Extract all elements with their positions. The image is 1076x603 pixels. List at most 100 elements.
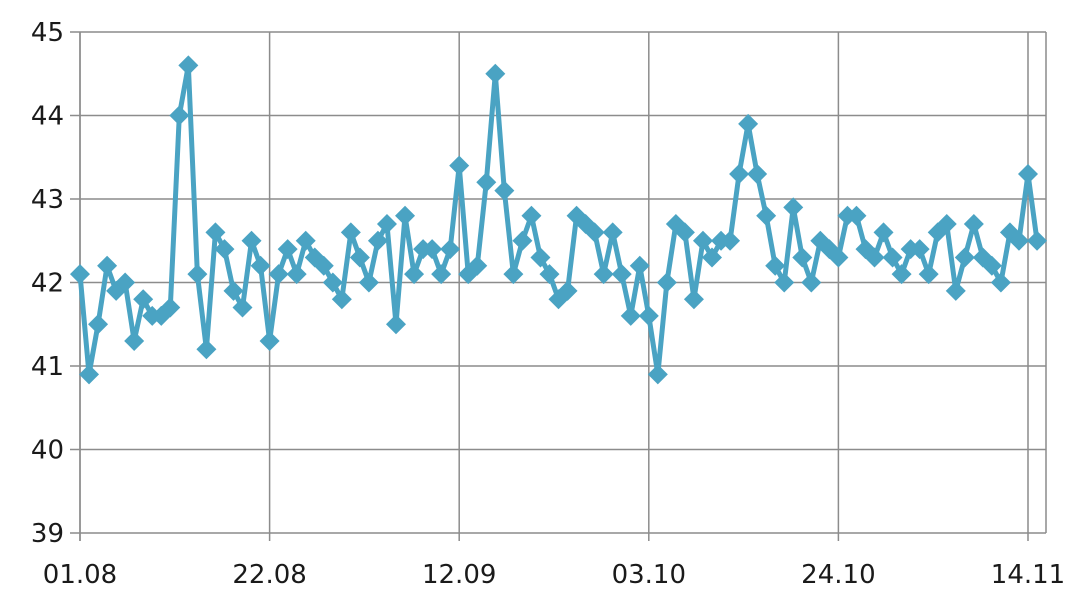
data-point-marker bbox=[611, 264, 632, 285]
data-point-marker bbox=[187, 264, 208, 285]
data-point-marker bbox=[720, 230, 741, 251]
data-point-marker bbox=[891, 264, 912, 285]
data-point-marker bbox=[440, 239, 461, 260]
data-point-marker bbox=[467, 255, 488, 276]
data-point-marker bbox=[512, 230, 533, 251]
data-point-marker bbox=[331, 289, 352, 310]
data-point-marker bbox=[214, 239, 235, 260]
data-point-marker bbox=[557, 280, 578, 301]
data-point-marker bbox=[196, 339, 217, 360]
data-point-marker bbox=[169, 105, 190, 126]
data-point-marker bbox=[503, 264, 524, 285]
data-point-marker bbox=[629, 255, 650, 276]
data-point-marker bbox=[404, 264, 425, 285]
data-point-marker bbox=[990, 272, 1011, 293]
x-tick-label: 24.10 bbox=[801, 560, 875, 590]
data-point-marker bbox=[846, 205, 867, 226]
data-point-marker bbox=[647, 364, 668, 385]
data-point-marker bbox=[1008, 230, 1029, 251]
data-point-marker bbox=[945, 280, 966, 301]
data-point-marker bbox=[322, 272, 343, 293]
series-group bbox=[70, 55, 1048, 385]
data-point-marker bbox=[431, 264, 452, 285]
data-point-marker bbox=[738, 113, 759, 134]
y-tick-label: 43 bbox=[31, 185, 64, 215]
data-point-marker bbox=[918, 264, 939, 285]
x-gridlines bbox=[79, 32, 1047, 541]
data-point-marker bbox=[367, 230, 388, 251]
data-point-marker bbox=[88, 314, 109, 335]
data-point-marker bbox=[683, 289, 704, 310]
data-point-marker bbox=[656, 272, 677, 293]
data-point-marker bbox=[295, 230, 316, 251]
data-point-marker bbox=[485, 63, 506, 84]
data-point-marker bbox=[223, 280, 244, 301]
data-point-marker bbox=[97, 255, 118, 276]
y-tick-label: 39 bbox=[31, 519, 64, 549]
data-point-marker bbox=[864, 247, 885, 268]
data-point-marker bbox=[521, 205, 542, 226]
x-tick-label: 14.11 bbox=[991, 560, 1065, 590]
data-point-marker bbox=[539, 264, 560, 285]
data-point-marker bbox=[286, 264, 307, 285]
data-point-marker bbox=[783, 197, 804, 218]
data-point-marker bbox=[340, 222, 361, 243]
data-point-marker bbox=[241, 230, 262, 251]
data-point-marker bbox=[674, 222, 695, 243]
data-point-marker bbox=[747, 163, 768, 184]
y-axis-tick-labels: 39 40 41 42 43 44 45 bbox=[31, 18, 64, 549]
data-point-marker bbox=[954, 247, 975, 268]
data-point-marker bbox=[729, 163, 750, 184]
data-point-marker bbox=[133, 289, 154, 310]
data-point-marker bbox=[395, 205, 416, 226]
data-point-marker bbox=[602, 222, 623, 243]
data-point-marker bbox=[160, 297, 181, 318]
data-point-marker bbox=[1027, 230, 1048, 251]
x-tick-label: 03.10 bbox=[612, 560, 686, 590]
data-point-marker bbox=[178, 55, 199, 76]
data-point-marker bbox=[313, 255, 334, 276]
data-point-marker bbox=[422, 239, 443, 260]
data-point-marker bbox=[376, 214, 397, 235]
x-tick-label: 12.09 bbox=[422, 560, 496, 590]
data-point-marker bbox=[449, 155, 470, 176]
data-point-marker bbox=[232, 297, 253, 318]
y-gridlines bbox=[70, 31, 1046, 534]
data-point-marker bbox=[828, 247, 849, 268]
data-point-marker bbox=[1018, 163, 1038, 184]
y-tick-label: 40 bbox=[31, 436, 64, 466]
data-point-marker bbox=[115, 272, 136, 293]
data-point-marker bbox=[124, 330, 145, 351]
data-point-marker bbox=[702, 247, 722, 268]
data-point-marker bbox=[386, 314, 406, 335]
data-point-marker bbox=[963, 214, 984, 235]
data-point-marker bbox=[873, 222, 894, 243]
data-point-marker bbox=[268, 264, 289, 285]
data-point-marker bbox=[358, 272, 379, 293]
data-point-marker bbox=[909, 239, 930, 260]
data-point-marker bbox=[765, 255, 786, 276]
x-axis-tick-labels: 01.08 22.08 12.09 03.10 24.10 14.11 bbox=[43, 560, 1065, 590]
data-point-marker bbox=[638, 305, 659, 326]
data-point-marker bbox=[936, 214, 957, 235]
x-tick-label: 01.08 bbox=[43, 560, 117, 590]
data-point-marker bbox=[692, 230, 713, 251]
data-point-marker bbox=[584, 222, 605, 243]
data-point-marker bbox=[620, 305, 641, 326]
data-point-marker bbox=[205, 222, 226, 243]
series-line bbox=[77, 62, 1040, 377]
data-point-marker bbox=[792, 247, 813, 268]
data-point-marker bbox=[349, 247, 370, 268]
y-tick-label: 45 bbox=[31, 18, 64, 48]
x-tick-label: 22.08 bbox=[232, 560, 306, 590]
y-tick-label: 44 bbox=[31, 102, 64, 132]
y-tick-label: 42 bbox=[31, 269, 64, 299]
data-point-marker bbox=[801, 272, 822, 293]
data-point-marker bbox=[756, 205, 777, 226]
data-point-marker bbox=[476, 172, 497, 193]
data-point-marker bbox=[79, 364, 100, 385]
data-point-marker bbox=[259, 330, 280, 351]
data-point-marker bbox=[593, 264, 614, 285]
